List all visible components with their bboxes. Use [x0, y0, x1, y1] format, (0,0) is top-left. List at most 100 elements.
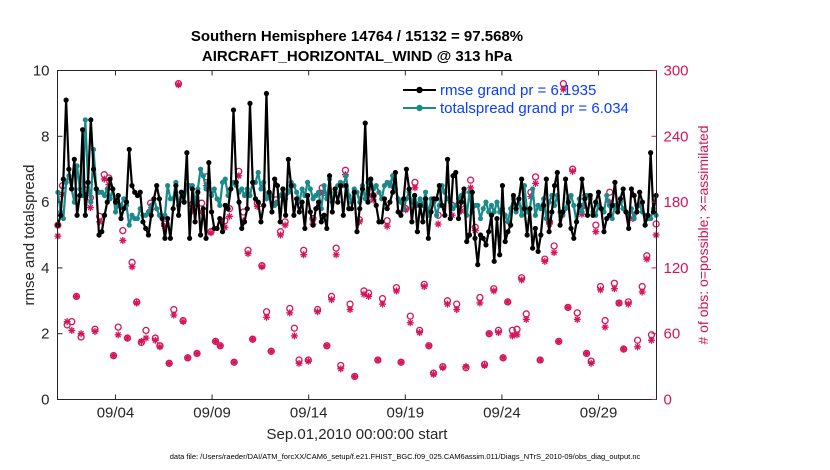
rmse-point — [351, 189, 357, 195]
rmse-point — [217, 215, 223, 222]
rmse-point — [241, 219, 248, 225]
totalspread-point — [154, 206, 160, 212]
rmse-point — [71, 156, 77, 162]
obs-assimilated-marker — [170, 311, 178, 319]
obs-possible-marker — [601, 316, 609, 325]
obs-assimilated-marker — [86, 204, 94, 212]
obs-possible-marker — [332, 244, 340, 252]
y-left-tick-label: 8 — [41, 128, 49, 145]
x-axis-label: Sep.01,2010 00:00:00 start — [267, 426, 449, 443]
rmse-point — [233, 179, 239, 185]
rmse-point — [170, 206, 176, 212]
obs-assimilated-marker — [151, 336, 159, 344]
rmse-point — [639, 199, 645, 205]
rmse-point — [250, 179, 256, 185]
totalspread-point — [373, 183, 379, 189]
rmse-point — [417, 202, 423, 208]
rmse-point — [587, 192, 593, 199]
rmse-point — [612, 179, 618, 185]
rmse-point — [159, 215, 165, 222]
rmse-point — [280, 186, 286, 192]
obs-assimilated-marker — [411, 184, 419, 192]
rmse-point — [288, 183, 294, 189]
rmse-point — [439, 202, 445, 208]
rmse-point — [291, 212, 297, 218]
obs-assimilated-marker — [536, 356, 544, 364]
obs-assimilated-marker — [453, 306, 461, 314]
y-right-tick-label: 180 — [664, 194, 689, 211]
obs-assimilated-marker — [499, 354, 507, 362]
totalspread-point — [112, 209, 119, 215]
rmse-point — [340, 212, 346, 218]
rmse-point — [475, 262, 481, 268]
totalspread-point — [433, 212, 440, 218]
rmse-point — [637, 189, 643, 195]
rmse-point — [197, 232, 204, 238]
obs-assimilated-marker — [142, 334, 150, 342]
obs-assimilated-marker — [263, 313, 271, 321]
obs-assimilated-marker — [462, 363, 470, 371]
obs-assimilated-marker — [592, 228, 600, 236]
obs-assimilated-marker — [137, 337, 145, 345]
obs-assimilated-marker — [476, 299, 484, 307]
rmse-point — [283, 212, 289, 218]
rmse-point — [423, 196, 429, 202]
rmse-point — [615, 209, 621, 215]
obs-possible-marker — [592, 221, 600, 229]
totalspread-point — [239, 186, 245, 192]
legend-rmse-marker — [416, 86, 423, 94]
rmse-point — [195, 189, 201, 195]
rmse-point — [294, 196, 300, 202]
obs-assimilated-marker — [193, 349, 201, 357]
rmse-point — [398, 212, 404, 218]
obs-assimilated-marker — [494, 329, 502, 337]
rmse-point — [156, 196, 163, 202]
totalspread-point — [321, 183, 327, 189]
obs-assimilated-marker — [123, 334, 131, 342]
rmse-point — [472, 235, 478, 241]
rmse-point — [562, 176, 569, 182]
totalspread-point — [214, 196, 220, 202]
rmse-point — [104, 199, 110, 205]
rmse-point — [466, 232, 473, 238]
obs-assimilated-marker — [439, 364, 447, 372]
rmse-point — [348, 206, 355, 212]
rmse-point — [532, 225, 538, 232]
rmse-point — [469, 189, 475, 195]
rmse-point — [593, 199, 599, 205]
obs-possible-marker — [406, 312, 414, 320]
obs-possible-marker — [633, 336, 642, 344]
rmse-point — [329, 209, 335, 215]
rmse-point — [571, 235, 577, 241]
x-tick-label: 09/19 — [387, 405, 425, 422]
rmse-point — [326, 173, 333, 179]
rmse-point — [335, 199, 341, 205]
rmse-point — [82, 212, 88, 218]
rmse-point — [502, 238, 508, 245]
rmse-point — [510, 192, 517, 199]
rmse-point — [461, 186, 467, 192]
rmse-point — [595, 189, 602, 195]
totalspread-point — [376, 189, 382, 195]
totalspread-point — [477, 215, 484, 222]
rmse-point — [601, 229, 607, 235]
obs-assimilated-marker — [532, 179, 540, 187]
rmse-point — [535, 248, 541, 255]
rmse-point — [464, 238, 470, 245]
rmse-point — [524, 232, 530, 238]
obs-assimilated-marker — [346, 306, 354, 314]
rmse-point — [359, 186, 366, 192]
obs-assimilated-marker — [406, 319, 414, 327]
rmse-point — [505, 229, 511, 235]
obs-assimilated-marker — [624, 300, 632, 308]
totalspread-point — [530, 186, 536, 192]
obs-assimilated-marker — [615, 299, 623, 307]
rmse-point — [365, 199, 371, 205]
rmse-point — [302, 225, 308, 232]
rmse-point — [93, 186, 99, 192]
obs-assimilated-marker — [244, 250, 252, 258]
rmse-point — [90, 166, 97, 172]
obs-assimilated-marker — [174, 81, 182, 89]
rmse-point — [181, 199, 187, 205]
